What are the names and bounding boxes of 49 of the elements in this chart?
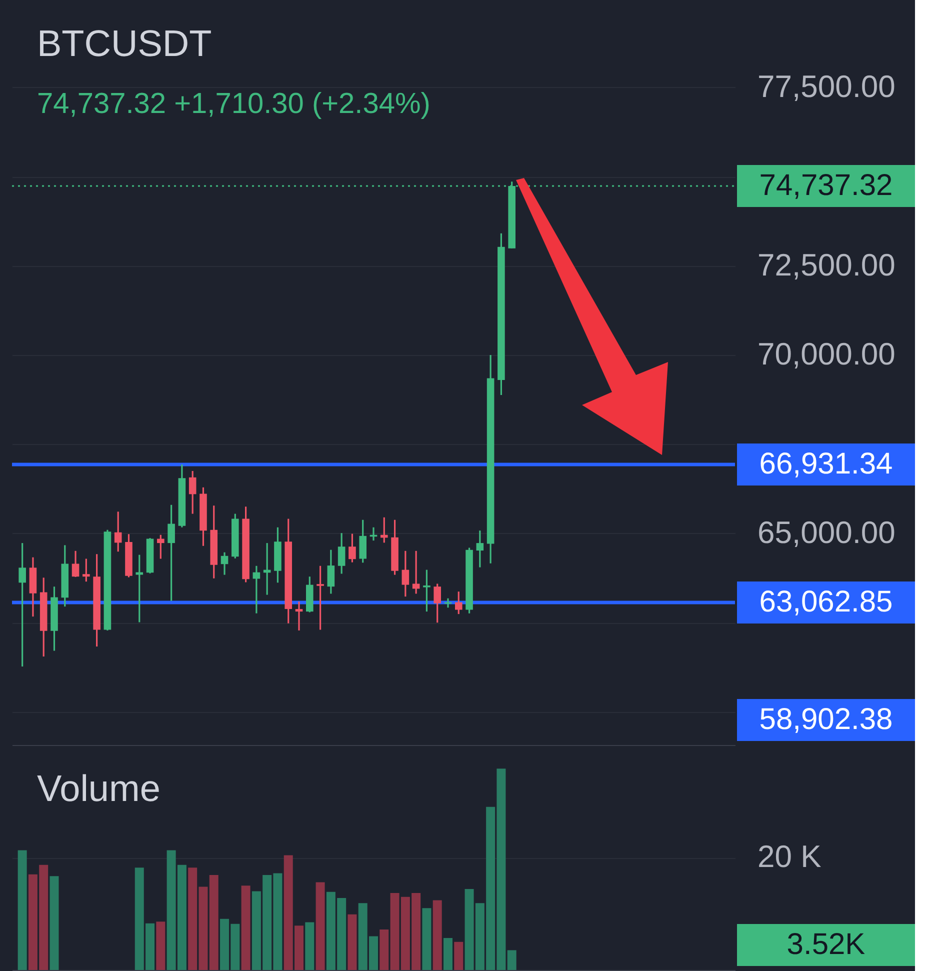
- text: Volume: [37, 768, 160, 809]
- ref-line-label: 66,931.34: [759, 448, 893, 481]
- candlestick: [327, 549, 335, 595]
- text: 3.52K: [786, 928, 866, 961]
- candlestick: [434, 582, 441, 624]
- candlestick: [18, 542, 26, 668]
- bar: [507, 950, 516, 970]
- candlestick: [188, 470, 196, 515]
- candlestick: [72, 550, 80, 578]
- candlestick: [220, 552, 228, 576]
- candlestick: [157, 534, 164, 560]
- candlestick: [454, 590, 462, 615]
- bar: [156, 922, 166, 970]
- candlestick: [338, 532, 346, 575]
- candlestick: [402, 550, 410, 598]
- y-tick-label: 65,000.00: [758, 514, 896, 550]
- candlestick: [82, 558, 90, 582]
- bar: [50, 876, 59, 970]
- bar: [454, 942, 464, 970]
- text: BTCUSDT: [37, 23, 212, 64]
- y-tick-label: 70,000.00: [758, 336, 896, 372]
- candlestick: [114, 510, 122, 552]
- candlestick: [168, 504, 175, 602]
- candlestick: [136, 554, 144, 624]
- candlestick: [423, 569, 430, 612]
- candlestick: [380, 516, 388, 544]
- ref-line-label: 74,737.32: [759, 168, 893, 202]
- y-tick-label: 20 K: [758, 839, 822, 874]
- y-tick-label: 72,500.00: [758, 247, 896, 282]
- ref-line-label: 63,062.85: [759, 586, 893, 619]
- text: 58,902.38: [759, 703, 893, 736]
- text: 74,737.32 +1,710.30 (+2.34%): [37, 88, 430, 120]
- candlestick: [412, 550, 420, 595]
- y-tick-label: 77,500.00: [758, 68, 896, 104]
- candlestick: [316, 565, 324, 631]
- bar: [348, 914, 357, 970]
- bar: [305, 922, 314, 970]
- bar: [18, 850, 27, 970]
- candlestick: [476, 530, 484, 568]
- candlestick: [295, 600, 303, 632]
- bar: [422, 908, 432, 970]
- bar: [209, 874, 218, 970]
- bar: [380, 930, 389, 970]
- bar: [443, 938, 452, 970]
- candlestick: [359, 519, 367, 564]
- candlestick: [348, 532, 356, 564]
- bar: [432, 900, 442, 970]
- bar: [316, 882, 325, 970]
- bar: [241, 886, 250, 970]
